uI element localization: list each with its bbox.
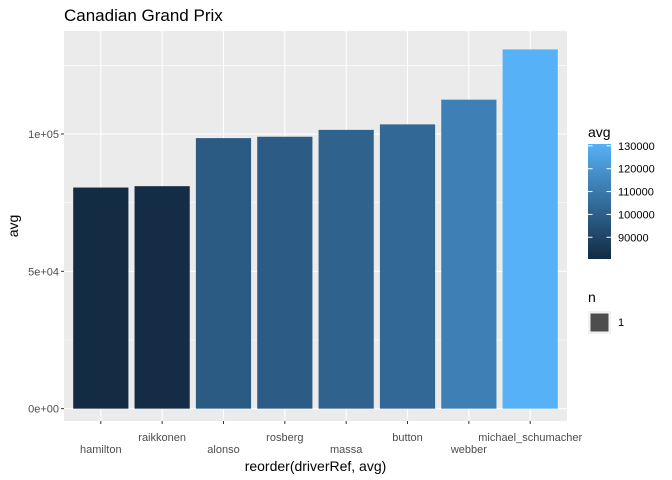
x-axis: hamilton raikkonen alonso rosberg massa butto… <box>80 421 582 456</box>
bar-rosberg <box>257 136 313 409</box>
bar-massa <box>318 129 374 409</box>
bar-webber <box>441 99 497 409</box>
legend-color-title: avg <box>588 124 611 140</box>
y-tick-label: 0e+00 <box>28 404 59 416</box>
legend-size-title: n <box>588 289 596 305</box>
legend-colorbar-ticks: 90000 100000 110000 120000 130000 <box>588 141 655 244</box>
x-tick-label: hamilton <box>80 444 122 456</box>
x-tick-label: button <box>392 432 423 444</box>
colorbar-tick-label: 100000 <box>618 209 655 221</box>
colorbar-tick-label: 130000 <box>618 141 655 153</box>
y-tick-label: 1e+05 <box>28 129 59 141</box>
x-tick-label: rosberg <box>266 432 303 444</box>
colorbar-tick-label: 110000 <box>618 187 654 199</box>
bar-michael_schumacher <box>502 49 558 409</box>
x-tick-label: michael_schumacher <box>478 432 582 444</box>
legend-size-label: 1 <box>618 317 624 329</box>
bar-raikkonen <box>134 186 190 409</box>
bar-hamilton <box>73 187 129 409</box>
colorbar-tick-label: 120000 <box>618 164 655 176</box>
x-tick-label: alonso <box>207 444 239 456</box>
y-tick-label: 5e+04 <box>28 266 59 278</box>
legend-size-key <box>590 313 609 332</box>
colorbar-tick-label: 90000 <box>618 232 649 244</box>
bars <box>73 49 558 409</box>
bar-alonso <box>195 138 252 409</box>
x-tick-label: webber <box>450 444 487 456</box>
chart-title: Canadian Grand Prix <box>64 6 223 25</box>
legend-color: avg 90000 100000 110000 120000 130000 <box>588 124 655 259</box>
legend-colorbar <box>588 144 611 259</box>
x-tick-label: raikkonen <box>138 432 186 444</box>
x-tick-label: massa <box>330 444 363 456</box>
x-axis-title: reorder(driverRef, avg) <box>245 458 387 474</box>
y-axis: 0e+00 5e+04 1e+05 <box>28 129 64 416</box>
bar-button <box>379 124 436 409</box>
y-axis-title: avg <box>5 215 21 238</box>
legend-size: n 1 <box>588 289 624 334</box>
